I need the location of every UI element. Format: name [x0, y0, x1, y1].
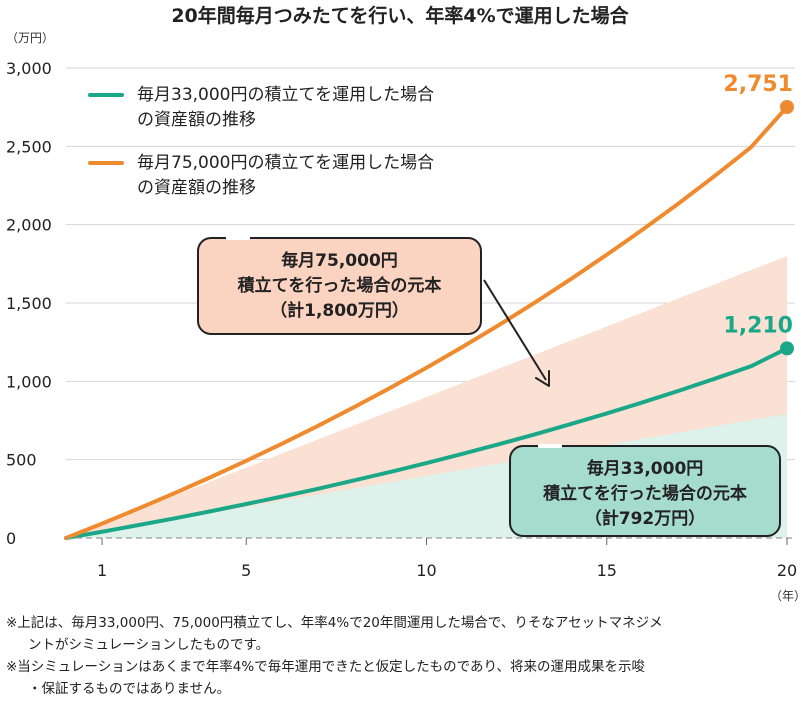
principal-box-label-2: （計792万円）: [585, 508, 706, 529]
legend: 毎月33,000円の積立てを運用した場合の資産額の推移毎月75,000円の積立て…: [88, 85, 434, 198]
x-axis-unit: （年）: [770, 589, 806, 603]
principal-box-label-1: （計1,800万円）: [270, 300, 409, 321]
y-tick-label: 2,500: [6, 137, 52, 156]
x-tick-label: 1: [97, 561, 107, 580]
principal-box-1: [197, 237, 482, 335]
principal-box-2: [509, 445, 781, 537]
chart: 20年間毎月つみたてを行い、年率4%で運用した場合 （万円） 1,210 2,75…: [6, 4, 806, 603]
series-line-1: [64, 346, 789, 540]
annotation-arrow-head: [535, 370, 550, 387]
x-tick-label: 20: [777, 561, 797, 580]
chart-title: 20年間毎月つみたてを行い、年率4%で運用した場合: [171, 4, 629, 27]
footnote-line-1: ※上記は、毎月33,000円、75,000円積立てし、年率4%で20年間運用した…: [6, 615, 663, 631]
footnote-line-2: ントがシミュレーションしたものです。: [28, 637, 270, 653]
legend-label-2: の資産額の推移: [137, 178, 256, 198]
y-tick-label: 1,000: [6, 372, 52, 391]
series-end-point-2: [780, 100, 794, 115]
series-line-2: [64, 105, 789, 540]
x-tick-label: 15: [597, 561, 617, 580]
footnote-line-4: ・保証するものではありません。: [28, 681, 231, 697]
legend-label-2: 毎月75,000円の積立てを運用した場合: [137, 153, 434, 173]
series-end-label-2: 2,751: [723, 72, 793, 97]
line-layer: 1,210 2,751: [64, 72, 794, 540]
principal-box-label-2: 積立てを行った場合の元本: [543, 483, 747, 504]
footnotes: ※上記は、毎月33,000円、75,000円積立てし、年率4%で20年間運用した…: [6, 612, 804, 700]
legend-label-1: の資産額の推移: [137, 110, 256, 130]
annotation-arrow-line: [483, 279, 547, 381]
y-tick-label: 3,000: [6, 59, 52, 78]
footnote-line-3: ※当シミュレーションはあくまで年率4%で毎年運用できたと仮定したものであり、将来…: [6, 659, 646, 675]
y-tick-label: 2,000: [6, 216, 52, 235]
x-tick-label: 10: [416, 561, 436, 580]
y-axis-unit: （万円）: [6, 31, 54, 45]
y-tick-label: 500: [6, 451, 37, 470]
principal-box-label-1: 毎月75,000円: [281, 250, 398, 271]
legend-label-1: 毎月33,000円の積立てを運用した場合: [137, 85, 434, 105]
y-tick-label: 1,500: [6, 294, 52, 313]
y-tick-label: 0: [6, 529, 16, 548]
series-end-label-1: 1,210: [723, 313, 793, 338]
principal-box-label-1: 積立てを行った場合の元本: [238, 275, 442, 296]
series-end-point-1: [780, 341, 794, 356]
principal-box-label-2: 毎月33,000円: [587, 458, 704, 479]
x-tick-label: 5: [241, 561, 251, 580]
